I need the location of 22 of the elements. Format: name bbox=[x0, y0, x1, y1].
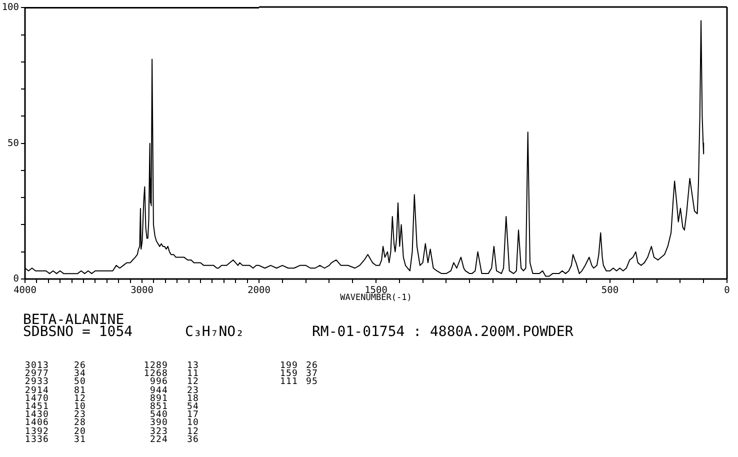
text: 944 23 bbox=[150, 386, 200, 396]
text: 2914 81 bbox=[24, 386, 86, 396]
x-tick-label: 3000 bbox=[130, 285, 154, 296]
text: 1406 28 bbox=[24, 418, 86, 428]
text: 2933 50 bbox=[24, 377, 86, 388]
x-tick-label: 0 bbox=[724, 285, 730, 296]
text: C₃H₇NO₂ bbox=[185, 324, 244, 340]
y-tick-label: 0 bbox=[13, 273, 20, 284]
text: 996 12 bbox=[150, 377, 200, 388]
text: 1392 20 bbox=[24, 426, 86, 436]
text: 1336 31 bbox=[24, 434, 86, 445]
x-tick-label: 4000 bbox=[14, 285, 37, 296]
x-tick-label: 500 bbox=[601, 285, 619, 296]
x-tick-label: 2000 bbox=[248, 285, 271, 296]
text: SDBSNO = 1054 bbox=[23, 324, 133, 340]
y-tick-label: 50 bbox=[8, 138, 20, 149]
text: 390 10 bbox=[150, 418, 200, 428]
text: 224 36 bbox=[150, 434, 200, 445]
text: 323 12 bbox=[150, 426, 200, 436]
y-tick-label: 100 bbox=[2, 2, 20, 14]
text: 111 95 bbox=[278, 377, 318, 388]
text: RM-01-01754 : 4880A.200M.POWDER bbox=[312, 324, 574, 340]
